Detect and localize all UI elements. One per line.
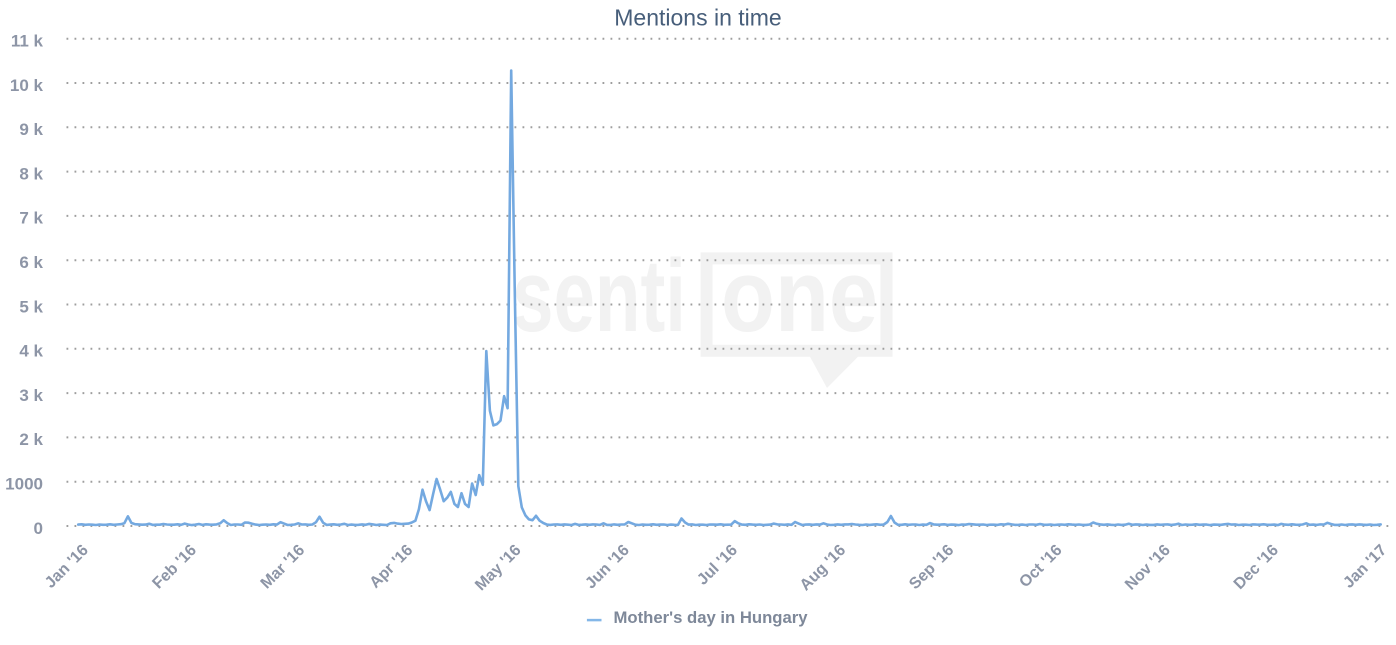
svg-text:senti: senti	[512, 238, 686, 353]
svg-text:Aug '16: Aug '16	[797, 542, 850, 595]
svg-text:8 k: 8 k	[19, 164, 43, 183]
svg-text:5 k: 5 k	[19, 297, 43, 316]
svg-text:one: one	[721, 238, 878, 353]
svg-text:Feb '16: Feb '16	[149, 542, 200, 593]
svg-text:9 k: 9 k	[19, 120, 43, 139]
svg-text:0: 0	[34, 519, 43, 538]
svg-text:Sep '16: Sep '16	[906, 542, 957, 593]
svg-text:7 k: 7 k	[19, 209, 43, 228]
svg-text:Mar '16: Mar '16	[258, 542, 309, 593]
svg-text:May '16: May '16	[472, 542, 525, 595]
svg-text:Nov '16: Nov '16	[1122, 542, 1174, 594]
svg-text:Jun '16: Jun '16	[582, 542, 633, 593]
svg-text:2 k: 2 k	[19, 430, 43, 449]
svg-text:10 k: 10 k	[10, 76, 44, 95]
svg-text:3 k: 3 k	[19, 386, 43, 405]
svg-text:6 k: 6 k	[19, 253, 43, 272]
svg-text:Jul '16: Jul '16	[694, 542, 741, 589]
svg-text:Oct '16: Oct '16	[1016, 542, 1065, 591]
svg-text:Mother's day in Hungary: Mother's day in Hungary	[614, 608, 809, 627]
svg-text:Apr '16: Apr '16	[367, 542, 417, 592]
svg-text:Dec '16: Dec '16	[1231, 542, 1282, 593]
svg-text:Jan '17: Jan '17	[1340, 542, 1390, 592]
svg-text:11 k: 11 k	[11, 32, 44, 51]
svg-text:Mentions in time: Mentions in time	[614, 5, 781, 31]
svg-text:4 k: 4 k	[19, 342, 43, 361]
svg-text:1000: 1000	[5, 475, 43, 494]
svg-text:Jan '16: Jan '16	[42, 542, 92, 592]
